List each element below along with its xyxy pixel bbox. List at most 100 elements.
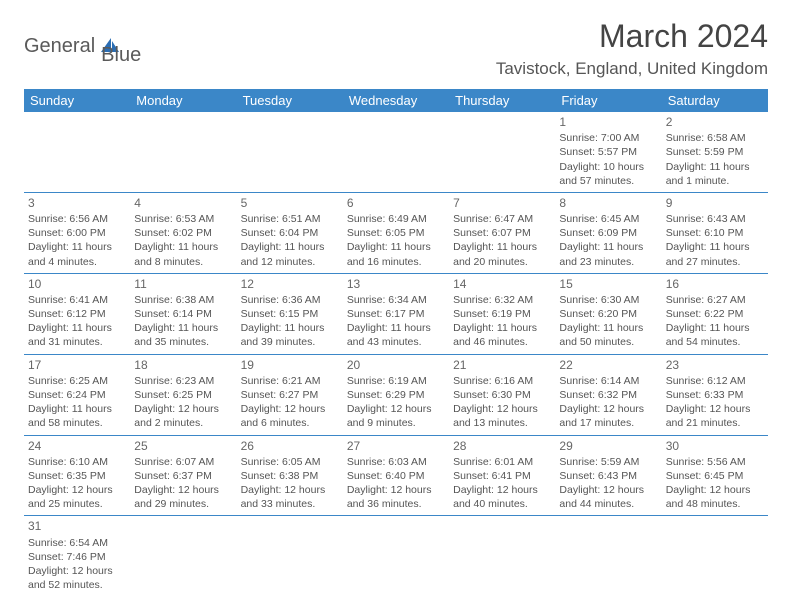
calendar-cell	[237, 112, 343, 192]
calendar-cell: 10Sunrise: 6:41 AMSunset: 6:12 PMDayligh…	[24, 273, 130, 354]
day-number: 6	[347, 195, 445, 211]
sunset-text: Sunset: 6:38 PM	[241, 469, 339, 483]
sunrise-text: Sunrise: 6:49 AM	[347, 212, 445, 226]
calendar-cell: 21Sunrise: 6:16 AMSunset: 6:30 PMDayligh…	[449, 354, 555, 435]
daylight-text: Daylight: 11 hours and 50 minutes.	[559, 321, 657, 349]
calendar-cell: 3Sunrise: 6:56 AMSunset: 6:00 PMDaylight…	[24, 192, 130, 273]
calendar-cell: 26Sunrise: 6:05 AMSunset: 6:38 PMDayligh…	[237, 435, 343, 516]
day-number: 20	[347, 357, 445, 373]
day-header: Monday	[130, 89, 236, 112]
day-number: 13	[347, 276, 445, 292]
sunset-text: Sunset: 6:25 PM	[134, 388, 232, 402]
day-number: 16	[666, 276, 764, 292]
day-number: 11	[134, 276, 232, 292]
day-header: Tuesday	[237, 89, 343, 112]
day-header: Saturday	[662, 89, 768, 112]
sunset-text: Sunset: 6:37 PM	[134, 469, 232, 483]
day-number: 31	[28, 518, 126, 534]
sunset-text: Sunset: 6:27 PM	[241, 388, 339, 402]
calendar-cell	[130, 516, 236, 596]
sunrise-text: Sunrise: 6:03 AM	[347, 455, 445, 469]
calendar-cell: 24Sunrise: 6:10 AMSunset: 6:35 PMDayligh…	[24, 435, 130, 516]
daylight-text: Daylight: 10 hours and 57 minutes.	[559, 160, 657, 188]
calendar-cell: 22Sunrise: 6:14 AMSunset: 6:32 PMDayligh…	[555, 354, 661, 435]
day-number: 27	[347, 438, 445, 454]
sunset-text: Sunset: 6:29 PM	[347, 388, 445, 402]
sunset-text: Sunset: 6:40 PM	[347, 469, 445, 483]
daylight-text: Daylight: 12 hours and 6 minutes.	[241, 402, 339, 430]
daylight-text: Daylight: 11 hours and 46 minutes.	[453, 321, 551, 349]
day-number: 15	[559, 276, 657, 292]
day-header-row: Sunday Monday Tuesday Wednesday Thursday…	[24, 89, 768, 112]
daylight-text: Daylight: 12 hours and 52 minutes.	[28, 564, 126, 592]
calendar-page: General Blue March 2024 Tavistock, Engla…	[0, 0, 792, 614]
calendar-cell	[555, 516, 661, 596]
day-number: 2	[666, 114, 764, 130]
month-title: March 2024	[496, 18, 768, 55]
calendar-cell: 23Sunrise: 6:12 AMSunset: 6:33 PMDayligh…	[662, 354, 768, 435]
day-number: 29	[559, 438, 657, 454]
daylight-text: Daylight: 11 hours and 39 minutes.	[241, 321, 339, 349]
day-number: 5	[241, 195, 339, 211]
day-number: 25	[134, 438, 232, 454]
calendar-table: Sunday Monday Tuesday Wednesday Thursday…	[24, 89, 768, 596]
sunset-text: Sunset: 6:07 PM	[453, 226, 551, 240]
day-number: 26	[241, 438, 339, 454]
sunrise-text: Sunrise: 6:12 AM	[666, 374, 764, 388]
calendar-week: 17Sunrise: 6:25 AMSunset: 6:24 PM Dayligh…	[24, 354, 768, 435]
calendar-cell: 14Sunrise: 6:32 AMSunset: 6:19 PMDayligh…	[449, 273, 555, 354]
sunset-text: Sunset: 6:24 PM	[28, 388, 126, 402]
sunrise-text: Sunrise: 5:56 AM	[666, 455, 764, 469]
calendar-cell: 27Sunrise: 6:03 AMSunset: 6:40 PMDayligh…	[343, 435, 449, 516]
sunrise-text: Sunrise: 5:59 AM	[559, 455, 657, 469]
day-number: 21	[453, 357, 551, 373]
calendar-cell: 6Sunrise: 6:49 AMSunset: 6:05 PMDaylight…	[343, 192, 449, 273]
calendar-cell: 19Sunrise: 6:21 AMSunset: 6:27 PMDayligh…	[237, 354, 343, 435]
day-number: 1	[559, 114, 657, 130]
sunrise-text: Sunrise: 6:51 AM	[241, 212, 339, 226]
day-number: 10	[28, 276, 126, 292]
day-number: 3	[28, 195, 126, 211]
sunrise-text: Sunrise: 6:14 AM	[559, 374, 657, 388]
sunrise-text: Sunrise: 6:56 AM	[28, 212, 126, 226]
calendar-cell: 4Sunrise: 6:53 AMSunset: 6:02 PMDaylight…	[130, 192, 236, 273]
sunrise-text: Sunrise: 6:54 AM	[28, 536, 126, 550]
sunrise-text: Sunrise: 6:30 AM	[559, 293, 657, 307]
sunrise-text: Sunrise: 6:01 AM	[453, 455, 551, 469]
calendar-cell	[24, 112, 130, 192]
calendar-cell: 7Sunrise: 6:47 AMSunset: 6:07 PMDaylight…	[449, 192, 555, 273]
day-number: 17	[28, 357, 126, 373]
calendar-cell: 29Sunrise: 5:59 AMSunset: 6:43 PMDayligh…	[555, 435, 661, 516]
sunrise-text: Sunrise: 6:25 AM	[28, 374, 126, 388]
day-number: 12	[241, 276, 339, 292]
sunset-text: Sunset: 6:14 PM	[134, 307, 232, 321]
calendar-week: 1Sunrise: 7:00 AMSunset: 5:57 PMDaylight…	[24, 112, 768, 192]
daylight-text: Daylight: 12 hours and 17 minutes.	[559, 402, 657, 430]
sunrise-text: Sunrise: 6:43 AM	[666, 212, 764, 226]
calendar-cell: 2Sunrise: 6:58 AMSunset: 5:59 PMDaylight…	[662, 112, 768, 192]
sunrise-text: Sunrise: 6:45 AM	[559, 212, 657, 226]
calendar-cell: 8Sunrise: 6:45 AMSunset: 6:09 PMDaylight…	[555, 192, 661, 273]
sunset-text: Sunset: 6:22 PM	[666, 307, 764, 321]
sunset-text: Sunset: 6:05 PM	[347, 226, 445, 240]
page-header: General Blue March 2024 Tavistock, Engla…	[24, 18, 768, 79]
daylight-text: Daylight: 11 hours and 1 minute.	[666, 160, 764, 188]
sunset-text: Sunset: 6:30 PM	[453, 388, 551, 402]
daylight-text: Daylight: 11 hours and 27 minutes.	[666, 240, 764, 268]
calendar-week: 31 Sunrise: 6:54 AMSunset: 7:46 PMDayligh…	[24, 516, 768, 596]
sunset-text: Sunset: 7:46 PM	[28, 550, 126, 564]
calendar-week: 3Sunrise: 6:56 AMSunset: 6:00 PMDaylight…	[24, 192, 768, 273]
sunrise-text: Sunrise: 6:10 AM	[28, 455, 126, 469]
daylight-text: Daylight: 12 hours and 36 minutes.	[347, 483, 445, 511]
calendar-cell	[449, 516, 555, 596]
day-number: 14	[453, 276, 551, 292]
calendar-cell	[662, 516, 768, 596]
sunrise-text: Sunrise: 6:47 AM	[453, 212, 551, 226]
sunset-text: Sunset: 6:04 PM	[241, 226, 339, 240]
sunrise-text: Sunrise: 6:38 AM	[134, 293, 232, 307]
day-number: 8	[559, 195, 657, 211]
day-number: 24	[28, 438, 126, 454]
daylight-text: Daylight: 12 hours and 21 minutes.	[666, 402, 764, 430]
sunset-text: Sunset: 6:43 PM	[559, 469, 657, 483]
daylight-text: Daylight: 12 hours and 40 minutes.	[453, 483, 551, 511]
